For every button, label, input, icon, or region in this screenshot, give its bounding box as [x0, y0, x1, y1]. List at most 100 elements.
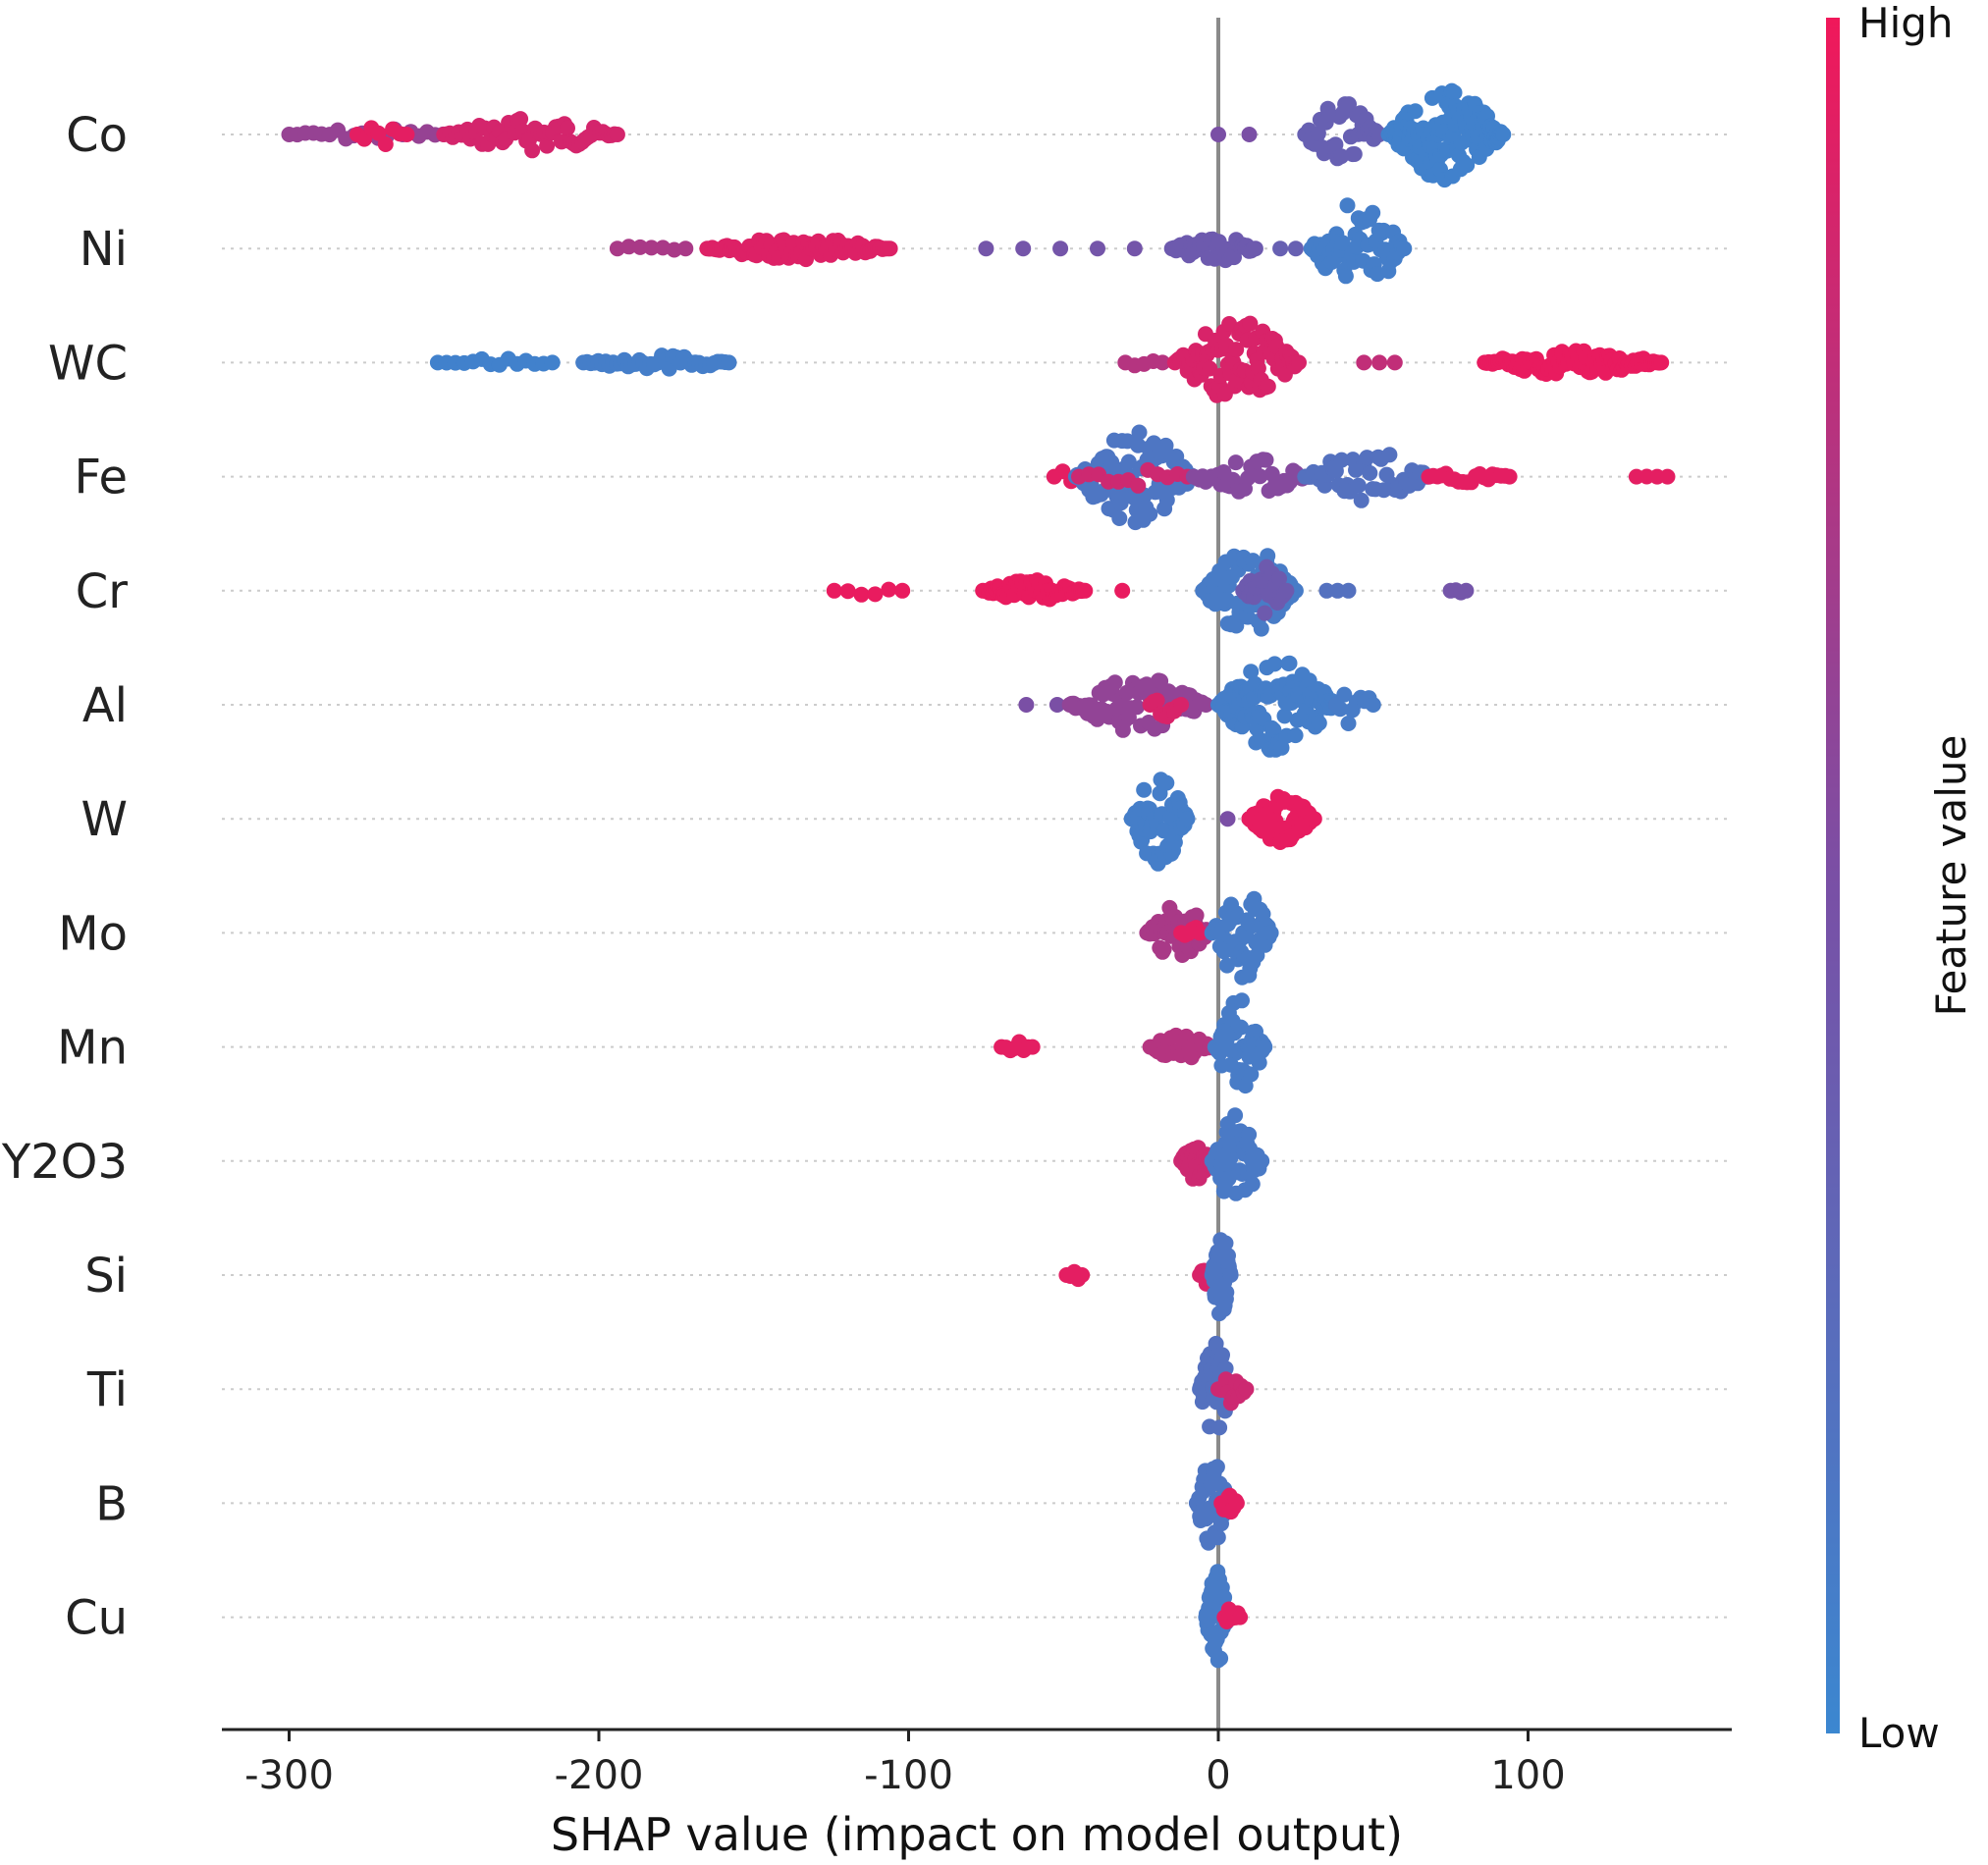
data-point: [1272, 240, 1289, 257]
data-point: [1252, 468, 1268, 485]
cluster-ni-2: [978, 240, 1143, 257]
cluster-ni-5: [1303, 197, 1413, 285]
data-point: [839, 583, 856, 600]
data-point: [1228, 1495, 1245, 1512]
data-point: [1386, 354, 1403, 371]
data-point: [539, 137, 556, 154]
data-point: [1273, 739, 1290, 756]
data-point: [1015, 240, 1032, 257]
data-point: [1218, 1284, 1235, 1301]
cluster-y2o3-1: [1204, 1107, 1270, 1201]
data-point: [1501, 468, 1518, 485]
data-point: [1311, 715, 1327, 731]
data-point: [677, 240, 694, 257]
data-point: [632, 239, 649, 255]
data-point: [1659, 468, 1676, 485]
data-point: [1337, 268, 1354, 285]
data-point: [1202, 360, 1218, 377]
feature-label-si: Si: [84, 1249, 128, 1304]
cluster-wc-0: [429, 350, 561, 373]
data-point: [1254, 1152, 1270, 1169]
data-point: [1253, 620, 1269, 637]
scatter-points: [281, 82, 1676, 1669]
data-point: [881, 581, 897, 598]
data-point: [1495, 127, 1512, 142]
cluster-wc-2: [1117, 353, 1171, 374]
data-point: [1365, 204, 1381, 221]
feature-label-mn: Mn: [57, 1021, 128, 1076]
feature-label-al: Al: [82, 678, 128, 733]
data-point: [1234, 992, 1250, 1009]
data-point: [1329, 582, 1346, 599]
data-point: [882, 240, 898, 257]
data-point: [1362, 464, 1378, 481]
data-point: [1052, 240, 1069, 257]
cluster-co-5: [1380, 82, 1512, 188]
x-tick-label: 0: [1206, 1753, 1230, 1798]
data-point: [1258, 452, 1274, 468]
cluster-cu-1: [1216, 1601, 1249, 1629]
feature-label-fe: Fe: [74, 451, 128, 506]
data-point: [1233, 1019, 1249, 1036]
data-point: [1306, 811, 1322, 827]
data-point: [1136, 781, 1153, 798]
data-point: [1077, 582, 1094, 599]
data-point: [1146, 435, 1162, 452]
data-point: [1346, 146, 1363, 162]
cluster-ni-0: [609, 239, 694, 258]
data-point: [1211, 1419, 1228, 1436]
data-point: [1238, 1381, 1255, 1398]
data-point: [894, 582, 911, 599]
data-point: [1245, 553, 1262, 569]
data-point: [524, 142, 541, 159]
data-point: [1074, 1267, 1091, 1283]
data-point: [1287, 727, 1304, 744]
data-point: [1333, 452, 1350, 468]
data-point: [1126, 240, 1143, 257]
data-point: [1155, 941, 1172, 958]
cluster-fe-4: [1297, 447, 1437, 508]
data-point: [1365, 697, 1381, 713]
feature-label-cr: Cr: [76, 564, 129, 619]
data-point: [1263, 925, 1279, 941]
cluster-wc-5: [1477, 343, 1670, 382]
cluster-si-2: [1204, 1232, 1239, 1322]
data-point: [1221, 316, 1238, 332]
data-point: [1356, 354, 1372, 371]
data-point: [1371, 354, 1388, 371]
data-point: [1243, 1066, 1260, 1083]
data-point: [1219, 811, 1236, 827]
x-tick-label: -100: [864, 1753, 953, 1798]
cluster-mn-0: [994, 1034, 1041, 1059]
cluster-co-4: [1297, 96, 1388, 167]
data-point: [544, 354, 561, 371]
data-point: [1653, 354, 1670, 371]
cluster-al-4: [1327, 686, 1381, 731]
cluster-al-3: [1210, 655, 1344, 758]
data-point: [1209, 1529, 1226, 1546]
data-point: [609, 127, 625, 142]
data-point: [1227, 1107, 1244, 1124]
cluster-al-0: [1018, 697, 1065, 713]
cluster-wc-1: [575, 347, 737, 377]
data-point: [1459, 157, 1476, 174]
data-point: [1222, 1267, 1239, 1283]
data-point: [1341, 96, 1357, 113]
data-point: [1281, 655, 1298, 671]
data-point: [1149, 692, 1165, 709]
data-point: [1222, 1149, 1239, 1166]
x-tick-label: -300: [244, 1753, 334, 1798]
data-point: [1327, 136, 1344, 153]
data-point: [1257, 605, 1273, 621]
data-point: [643, 240, 660, 256]
data-point: [1458, 582, 1475, 599]
colorbar-high-label: High: [1858, 0, 1954, 47]
data-point: [1446, 84, 1463, 101]
x-tick-label: 100: [1490, 1753, 1565, 1798]
data-point: [1243, 664, 1260, 680]
cluster-mo-1: [1173, 920, 1209, 943]
data-point: [1396, 240, 1413, 257]
data-point: [1198, 697, 1214, 713]
data-point: [1018, 697, 1035, 713]
